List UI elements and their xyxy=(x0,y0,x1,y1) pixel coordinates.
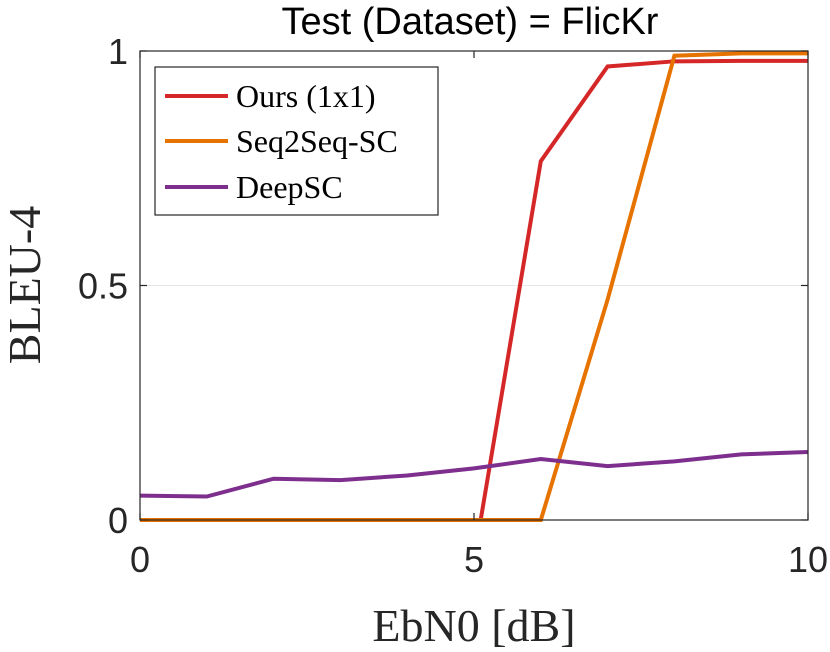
y-axis-label: BLEU-4 xyxy=(0,206,50,364)
legend: Ours (1x1) Seq2Seq-SC DeepSC xyxy=(154,66,439,216)
x-tick-label: 5 xyxy=(464,539,484,580)
y-tick-label: 0.5 xyxy=(78,266,128,307)
legend-label: DeepSC xyxy=(236,169,343,205)
legend-label: Seq2Seq-SC xyxy=(236,123,398,159)
legend-label: Ours (1x1) xyxy=(236,78,376,114)
axis-ticks: 0 5 10 0 0.5 1 xyxy=(78,31,828,580)
series-line-2 xyxy=(139,449,809,499)
x-axis-label: EbN0 [dB] xyxy=(372,600,575,651)
y-tick-label: 0 xyxy=(108,500,128,541)
y-tick-label: 1 xyxy=(108,31,128,72)
chart-title: Test (Dataset) = FlicKr xyxy=(282,1,659,43)
x-tick-label: 10 xyxy=(788,539,828,580)
x-tick-label: 0 xyxy=(130,539,150,580)
